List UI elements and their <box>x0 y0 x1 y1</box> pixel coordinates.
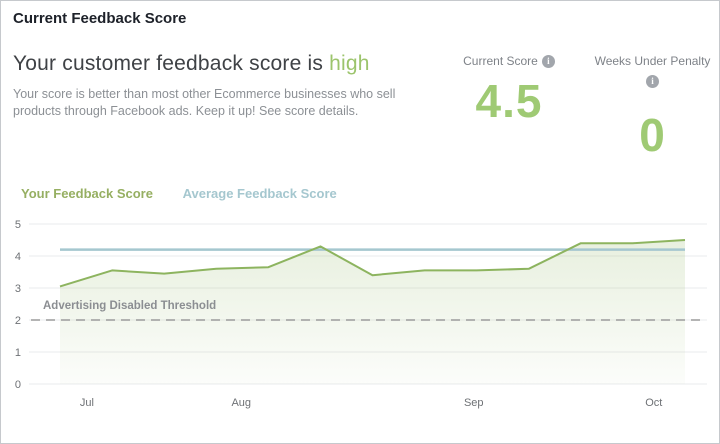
page-title: Current Feedback Score <box>13 10 187 27</box>
legend-item-average-feedback-score[interactable]: Average Feedback Score <box>182 186 337 201</box>
info-icon[interactable] <box>541 54 555 68</box>
x-axis-tick-aug: Aug <box>231 397 251 409</box>
info-icon[interactable] <box>646 75 659 88</box>
see-score-details-link[interactable]: See score details. <box>259 104 359 118</box>
y-axis-tick-2: 2 <box>15 315 21 327</box>
weeks-under-penalty-value: 0 <box>639 109 666 161</box>
chart-legend: Your Feedback Score Average Feedback Sco… <box>21 186 337 201</box>
y-axis-tick-3: 3 <box>15 283 21 295</box>
your-feedback-score-area <box>60 240 685 384</box>
current-score-stat: Current Score 4.5 <box>444 54 574 128</box>
legend-item-your-feedback-score[interactable]: Your Feedback Score <box>21 186 153 201</box>
x-axis-tick-jul: Jul <box>80 397 94 409</box>
feedback-score-chart: 0 1 2 3 4 5 Advertising Disabled Threshold Jul A… <box>1 213 719 443</box>
feedback-score-chart-svg: 0 1 2 3 4 5 Advertising Disabled Threshold Jul A… <box>15 219 707 409</box>
weeks-info-icon-row <box>586 71 719 89</box>
y-axis-tick-0: 0 <box>15 379 21 391</box>
y-axis-tick-5: 5 <box>15 219 21 231</box>
score-heading: Your customer feedback score is high <box>13 52 370 76</box>
score-description: Your score is better than most other Eco… <box>13 86 415 120</box>
weeks-under-penalty-label-row: Weeks Under Penalty <box>586 54 719 68</box>
current-score-label-row: Current Score <box>444 54 574 68</box>
your-feedback-score-line <box>59 239 686 288</box>
weeks-under-penalty-label: Weeks Under Penalty <box>594 54 711 68</box>
score-status-value: high <box>329 52 370 75</box>
y-axis-tick-4: 4 <box>15 251 21 263</box>
advertising-disabled-threshold-label: Advertising Disabled Threshold <box>43 300 216 312</box>
y-axis-tick-1: 1 <box>15 347 21 359</box>
score-description-text: Your score is better than most other Eco… <box>13 87 396 118</box>
current-score-value: 4.5 <box>475 75 543 127</box>
score-heading-text: Your customer feedback score is <box>13 52 330 75</box>
weeks-under-penalty-stat: Weeks Under Penalty 0 <box>586 54 719 162</box>
x-axis-tick-oct: Oct <box>645 397 662 409</box>
x-axis-tick-sep: Sep <box>464 397 484 409</box>
current-score-label: Current Score <box>463 54 538 68</box>
